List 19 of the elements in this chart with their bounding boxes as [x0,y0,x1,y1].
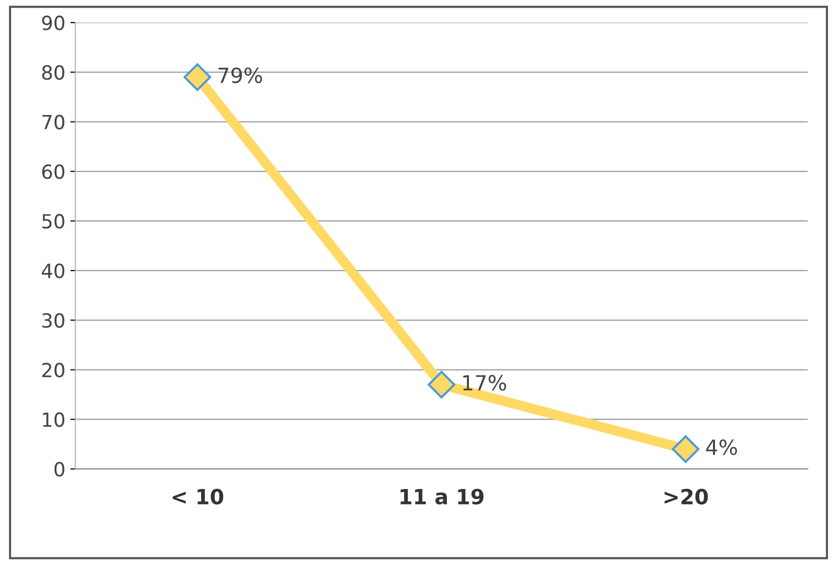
point [428,370,456,398]
x-tick-label: < 10 [172,488,224,505]
y-tick-label: 20 [42,362,64,378]
y-tick-label: 90 [42,16,64,30]
data-label: 4% [706,439,737,456]
point [672,435,700,463]
data-label: 17% [463,374,506,391]
y-tick-label: 70 [42,114,64,130]
x-tick-label: 11 a 19 [400,488,484,505]
y-tick-label: 30 [42,313,64,328]
data-label: 79% [218,67,262,84]
point [184,63,212,91]
y-tick-label: 80 [42,65,64,80]
y-tick-label: 60 [42,164,64,180]
y-tick-label: 0 [54,462,64,477]
y-tick-label: 10 [43,412,64,428]
y-tick-label: 50 [42,214,64,229]
y-tick-label: 40 [42,264,64,278]
x-tick-label: >20 [664,488,708,505]
